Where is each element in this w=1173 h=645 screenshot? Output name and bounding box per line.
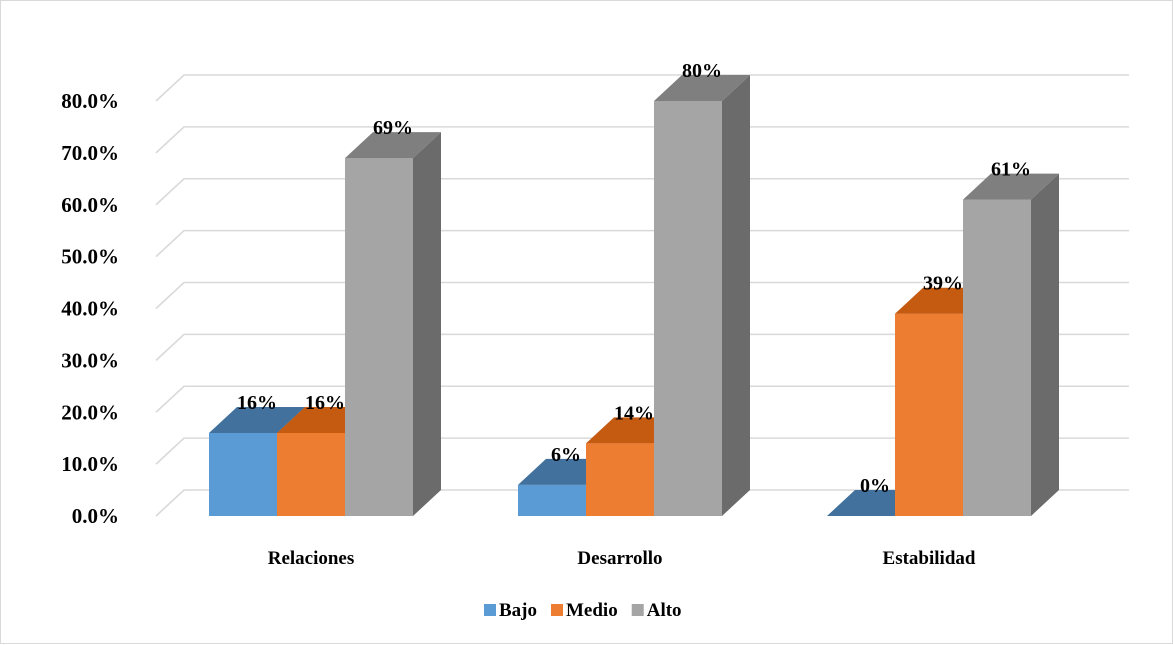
category-label: Estabilidad (883, 548, 976, 569)
legend-label: Medio (566, 600, 618, 621)
gridlines (155, 74, 1129, 517)
bars (209, 75, 1059, 516)
legend-swatch (631, 604, 644, 616)
data-label: 69% (373, 117, 413, 139)
gridline (155, 281, 1129, 310)
bar-alto-estabilidad (963, 173, 1059, 516)
legend-swatch (484, 604, 496, 616)
y-tick-label: 50.0% (61, 245, 119, 269)
category-label: Desarrollo (577, 548, 662, 569)
y-tick-label: 40.0% (61, 297, 119, 321)
legend-swatch (551, 604, 563, 616)
category-labels: Relaciones Desarrollo Estabilidad (268, 548, 976, 569)
legend-item-medio: Medio (551, 600, 618, 621)
legend: Bajo Medio Alto (484, 600, 682, 621)
y-tick-label: 0.0% (72, 504, 119, 528)
y-axis-ticks: 0.0% 10.0% 20.0% 30.0% 40.0% 50.0% 60.0% 70.0% 8… (61, 89, 119, 528)
gridline (155, 437, 1129, 465)
data-labels: 16% 16% 69% 6% 14% 80% 0% 39% 61% (237, 60, 1031, 497)
gridline (155, 229, 1129, 258)
legend-item-alto: Alto (631, 600, 682, 621)
category-label: Relaciones (268, 548, 355, 569)
y-tick-label: 80.0% (61, 89, 119, 113)
data-label: 16% (237, 392, 277, 414)
y-tick-label: 20.0% (61, 400, 119, 424)
data-label: 6% (551, 444, 581, 466)
data-label: 0% (860, 475, 890, 497)
data-label: 80% (682, 60, 722, 82)
gridline (155, 333, 1129, 361)
legend-label: Alto (647, 600, 682, 621)
gridline (155, 489, 1129, 517)
gridline (155, 126, 1129, 154)
legend-item-bajo: Bajo (484, 600, 537, 621)
y-tick-label: 60.0% (61, 193, 119, 217)
gridline (155, 385, 1129, 413)
gridline (155, 74, 1129, 102)
y-tick-label: 10.0% (61, 452, 119, 476)
bar-alto-relaciones (345, 132, 441, 516)
gridline (155, 177, 1129, 206)
y-tick-label: 70.0% (61, 141, 119, 165)
bar-alto-desarrollo (654, 75, 750, 516)
data-label: 16% (305, 392, 345, 414)
legend-label: Bajo (499, 600, 537, 621)
data-label: 39% (923, 273, 963, 295)
data-label: 61% (991, 159, 1031, 181)
y-tick-label: 30.0% (61, 348, 119, 372)
data-label: 14% (614, 402, 654, 424)
